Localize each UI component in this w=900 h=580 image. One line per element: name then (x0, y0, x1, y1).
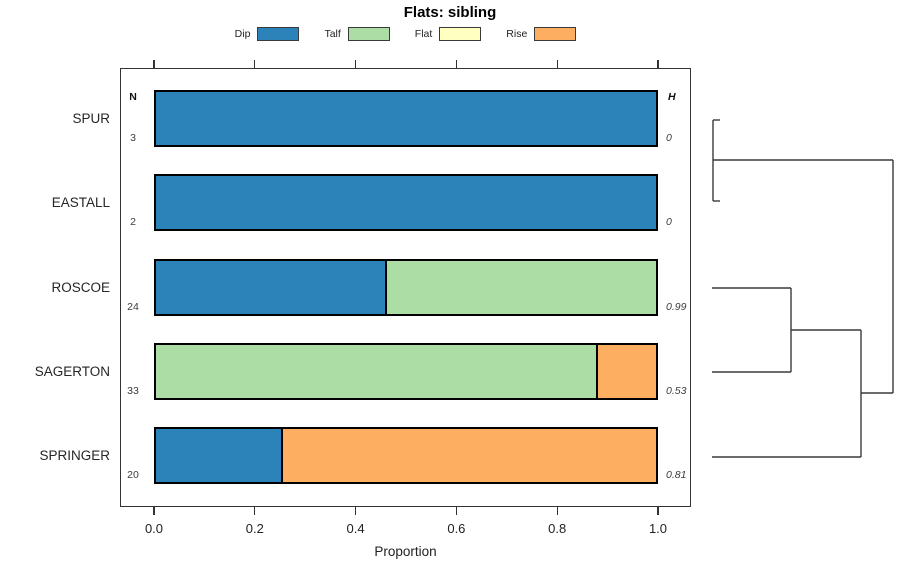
legend-item-rise: Rise (506, 27, 577, 41)
stacked-bar-springer (154, 427, 658, 484)
axis-tick-label: 1.0 (648, 521, 668, 536)
bar-segment-rise (281, 429, 656, 482)
row-label-roscoe: ROSCOE (51, 280, 110, 295)
axis-tick-bottom (556, 507, 558, 515)
legend-label: Rise (506, 28, 528, 40)
h-value: 0.99 (666, 301, 687, 313)
n-column-header: N (129, 91, 137, 103)
axis-tick-top (657, 60, 659, 68)
chart-title: Flats: sibling (403, 4, 497, 21)
h-value: 0.81 (666, 469, 687, 481)
row-label-spur: SPUR (72, 111, 110, 126)
axis-tick-label: 0.0 (144, 521, 164, 536)
axis-tick-top (455, 60, 458, 68)
axis-tick-bottom (153, 507, 155, 515)
n-value: 20 (127, 469, 139, 481)
axis-tick-top (254, 60, 256, 68)
stacked-bar-eastall (154, 174, 658, 231)
legend: Dip Talf Flat Rise (120, 27, 691, 41)
stacked-bar-roscoe (154, 259, 658, 316)
legend-swatch-flat (439, 27, 482, 41)
axis-tick-top (355, 60, 357, 68)
h-value: 0.53 (666, 385, 687, 397)
axis-tick-top (556, 60, 558, 68)
axis-tick-bottom (657, 507, 659, 515)
legend-swatch-talf (347, 27, 390, 41)
legend-swatch-dip (257, 27, 300, 41)
n-value: 3 (130, 132, 136, 144)
axis-tick-label: 0.4 (346, 521, 365, 536)
row-label-eastall: EASTALL (51, 195, 110, 210)
stacked-bar-sagerton (154, 343, 658, 400)
bar-segment-dip (156, 176, 656, 229)
bar-segment-rise (595, 345, 656, 398)
legend-item-talf: Talf (324, 27, 390, 41)
axis-tick-label: 0.8 (548, 521, 567, 536)
row-label-sagerton: SAGERTON (34, 364, 110, 379)
legend-swatch-rise (534, 27, 577, 41)
h-column-header: H (668, 91, 676, 103)
n-value: 2 (130, 216, 136, 228)
legend-item-flat: Flat (415, 27, 482, 41)
n-value: 33 (127, 385, 139, 397)
axis-tick-bottom (254, 507, 256, 515)
legend-item-dip: Dip (235, 27, 300, 41)
axis-tick-top (153, 60, 155, 68)
legend-label: Dip (234, 28, 251, 40)
row-label-springer: SPRINGER (39, 448, 110, 463)
legend-label: Talf (324, 28, 341, 40)
plot-box (120, 68, 691, 507)
bar-segment-dip (156, 261, 385, 314)
legend-label: Flat (414, 28, 433, 40)
axis-tick-bottom (355, 507, 357, 515)
bar-segment-dip (156, 92, 656, 145)
bar-segment-talf (156, 345, 596, 398)
x-axis-title: Proportion (374, 544, 437, 559)
axis-tick-label: 0.6 (447, 521, 466, 536)
h-value: 0 (666, 132, 672, 144)
axis-tick-bottom (455, 507, 458, 515)
bar-segment-dip (156, 429, 281, 482)
h-value: 0 (666, 216, 672, 228)
stacked-bar-spur (154, 90, 658, 147)
bar-segment-talf (385, 261, 656, 314)
axis-tick-label: 0.2 (245, 521, 264, 536)
n-value: 24 (127, 301, 139, 313)
